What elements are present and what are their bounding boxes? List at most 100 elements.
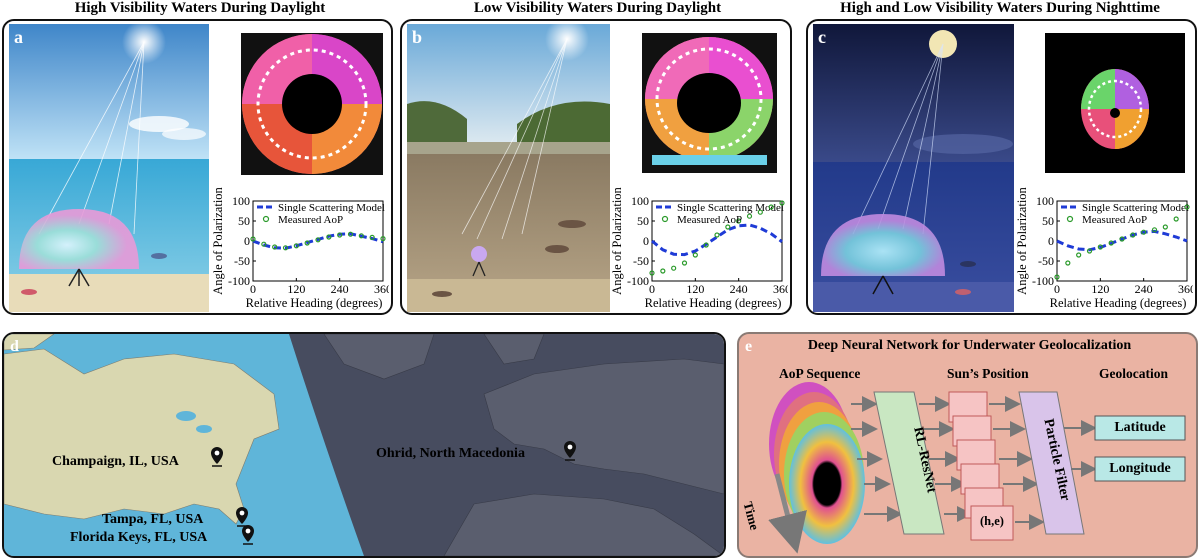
location-label-ohrid: Ohrid, North Macedonia — [376, 446, 525, 461]
series-measured-point — [250, 236, 256, 242]
y-tick-label: -50 — [1038, 254, 1054, 268]
location-label-champaign: Champaign, IL, USA — [52, 454, 179, 469]
y-axis-label: Angle of Polarization — [211, 186, 225, 294]
y-axis-label: Angle of Polarization — [1015, 186, 1029, 294]
underwater-scene-turbid — [407, 24, 610, 312]
legend-label: Measured AoP — [1082, 214, 1147, 226]
series-measured-point — [1108, 240, 1114, 246]
world-map — [4, 334, 724, 556]
y-tick-label: -100 — [1032, 274, 1054, 288]
legend-label: Single Scattering Model — [677, 202, 784, 214]
network-title: Deep Neural Network for Underwater Geolo… — [807, 338, 1132, 353]
series-measured-point — [1065, 260, 1071, 266]
y-tick-label: -100 — [627, 274, 649, 288]
series-model-line — [1056, 229, 1188, 252]
x-tick-label: 360 — [1178, 282, 1193, 296]
y-tick-label: 0 — [643, 234, 649, 248]
series-measured-point — [380, 235, 386, 242]
x-tick-label: 120 — [1091, 282, 1109, 296]
series-measured-point — [1184, 204, 1190, 210]
panel-e-letter: e — [745, 338, 753, 355]
series-measured-point — [649, 270, 655, 276]
series-measured-point — [1151, 227, 1158, 233]
x-tick-label: 0 — [649, 282, 655, 296]
series-measured-point — [358, 233, 364, 239]
aop-image-night — [1045, 33, 1185, 173]
y-tick-label: 0 — [1048, 234, 1054, 248]
suns-position-header: Sun’s Position — [947, 366, 1029, 381]
legend-label: Measured AoP — [677, 214, 742, 226]
series-measured-point — [779, 200, 785, 206]
latitude-box — [1094, 415, 1186, 441]
x-tick-label: 120 — [686, 282, 704, 296]
series-measured-point — [272, 244, 278, 250]
y-axis-label: Angle of Polarization — [610, 186, 624, 294]
legend-swatch-measured — [1066, 215, 1074, 223]
series-measured-point — [261, 241, 267, 247]
series-measured-point — [1086, 248, 1093, 254]
x-tick-label: 240 — [331, 282, 349, 296]
underwater-scene-clear — [9, 24, 209, 312]
x-tick-label: 120 — [287, 282, 305, 296]
network-diagram — [768, 382, 1186, 554]
legend-label: Single Scattering Model — [1082, 202, 1189, 214]
series-measured-point — [337, 232, 343, 238]
he-label: (h,e) — [980, 514, 1004, 528]
panel-d-letter: d — [10, 338, 19, 355]
series-measured-point — [315, 237, 321, 243]
legend-label: Measured AoP — [278, 214, 343, 226]
x-tick-label: 240 — [730, 282, 748, 296]
x-axis-label: Relative Heading (degrees) — [645, 296, 782, 310]
series-measured-point — [692, 252, 698, 258]
location-label-tampa: Tampa, FL, USA — [102, 512, 204, 527]
aop-image-turbid — [642, 33, 777, 173]
panel-c-letter: c — [818, 27, 826, 47]
y-tick-label: -50 — [633, 254, 649, 268]
plot-frame — [252, 200, 384, 282]
y-tick-label: 50 — [637, 214, 649, 228]
x-axis-label: Relative Heading (degrees) — [246, 296, 383, 310]
y-tick-label: 100 — [1036, 194, 1054, 208]
series-measured-point — [304, 240, 310, 246]
aop-image-clear — [241, 33, 383, 175]
y-tick-label: 0 — [244, 234, 250, 248]
x-axis-label: Relative Heading (degrees) — [1050, 296, 1187, 310]
series-measured-point — [671, 265, 677, 271]
series-measured-point — [746, 213, 753, 219]
y-tick-label: -50 — [234, 254, 250, 268]
panel-a-letter: a — [14, 27, 23, 47]
geolocation-header: Geolocation — [1099, 366, 1168, 381]
underwater-scene-night — [813, 24, 1014, 312]
series-measured-point — [768, 204, 774, 210]
y-tick-label: 100 — [631, 194, 649, 208]
location-label-florida-keys: Florida Keys, FL, USA — [70, 530, 208, 545]
series-measured-point — [714, 232, 720, 238]
series-measured-point — [326, 234, 332, 240]
x-tick-label: 0 — [1054, 282, 1060, 296]
series-measured-point — [347, 231, 354, 237]
panel-d-map: d Champaign, IL, USA Tampa, FL, USA Flor… — [2, 332, 726, 558]
aop-sequence-header: AoP Sequence — [779, 366, 861, 381]
x-tick-label: 360 — [374, 282, 389, 296]
panel-e-network: e Deep Neural Network for Underwater Geo… — [737, 332, 1198, 558]
panel-b-title: Low Visibility Waters During Daylight — [473, 0, 722, 16]
series-measured-point — [1173, 216, 1179, 222]
series-measured-point — [1141, 229, 1147, 235]
aop-disk-stack — [769, 382, 865, 544]
y-tick-label: 100 — [232, 194, 250, 208]
series-measured-point — [703, 242, 709, 248]
series-measured-point — [757, 209, 763, 215]
x-tick-label: 360 — [773, 282, 788, 296]
y-tick-label: -100 — [228, 274, 250, 288]
y-tick-label: 50 — [1042, 214, 1054, 228]
y-tick-label: 50 — [238, 214, 250, 228]
x-tick-label: 0 — [250, 282, 256, 296]
series-measured-point — [293, 243, 299, 249]
panel-b-letter: b — [412, 27, 423, 47]
legend-label: Single Scattering Model — [278, 202, 385, 214]
series-measured-point — [681, 260, 688, 266]
